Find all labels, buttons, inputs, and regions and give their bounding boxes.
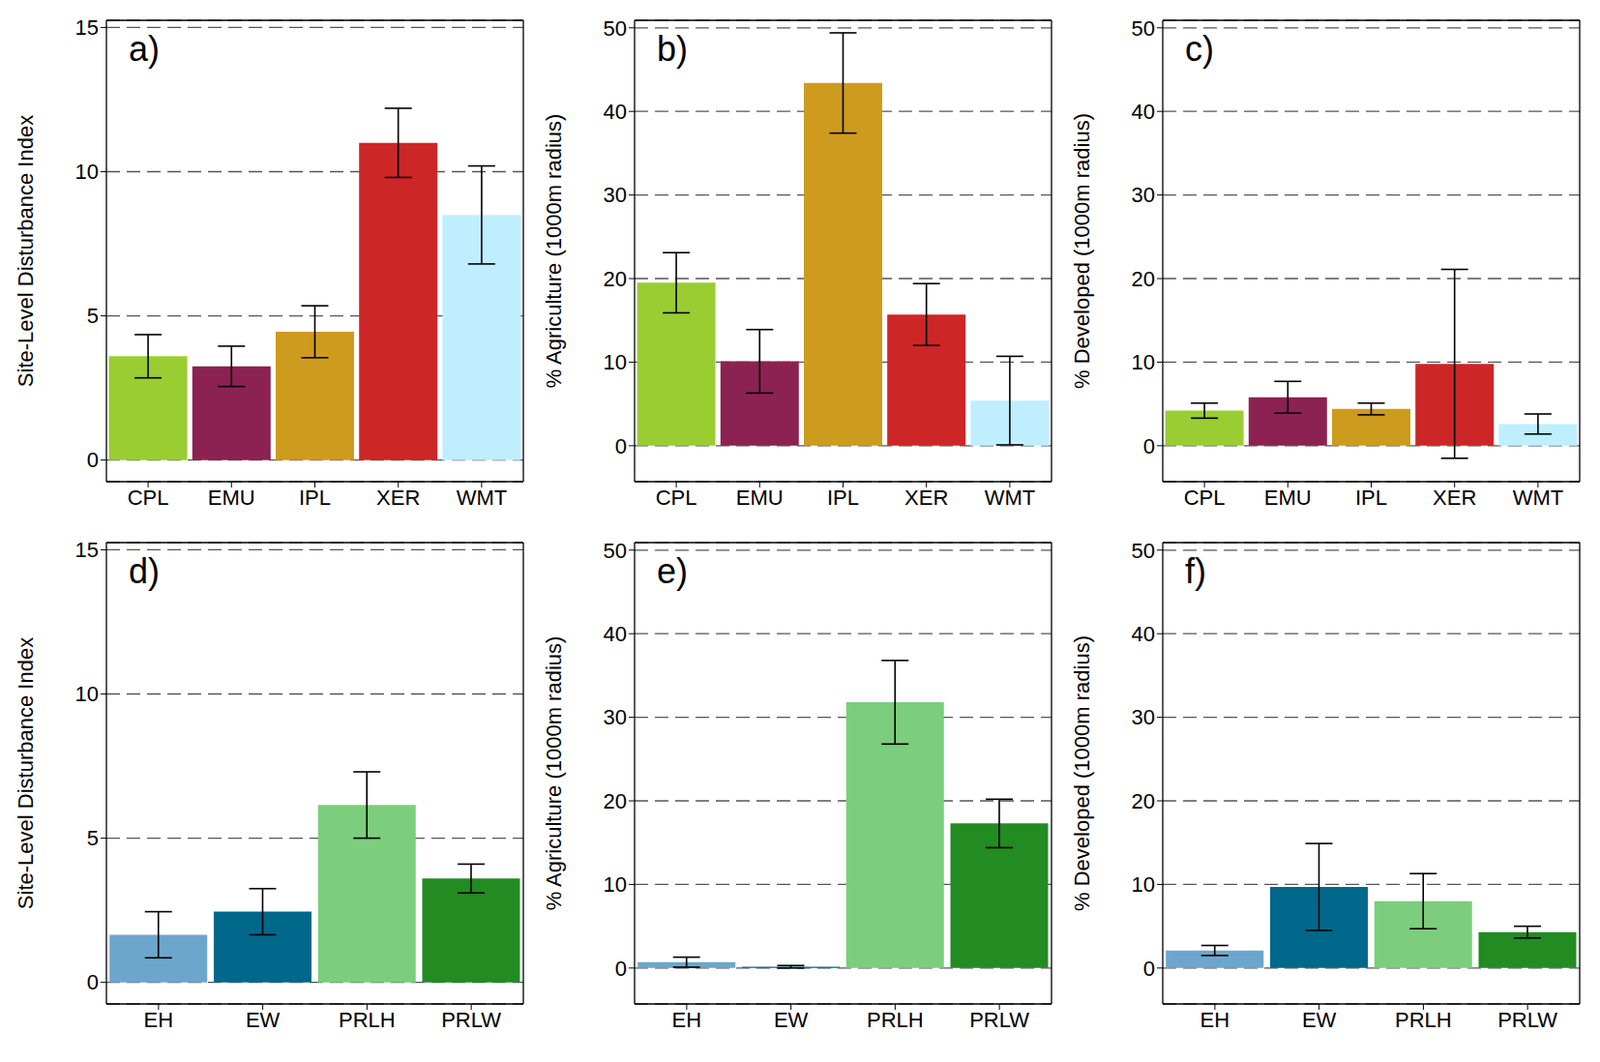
svg-text:0: 0 — [87, 970, 99, 995]
svg-text:EMU: EMU — [207, 485, 256, 510]
svg-text:30: 30 — [1131, 182, 1156, 208]
svg-text:% Agriculture (1000m radius): % Agriculture (1000m radius) — [541, 636, 566, 912]
svg-text:30: 30 — [603, 705, 627, 730]
svg-text:15: 15 — [75, 15, 99, 40]
svg-text:XER: XER — [376, 485, 420, 510]
svg-text:30: 30 — [603, 182, 627, 208]
html-text:f): f) — [1185, 551, 1207, 592]
svg-text:20: 20 — [1131, 266, 1156, 292]
svg-text:0: 0 — [87, 447, 99, 473]
svg-text:PRLH: PRLH — [338, 1007, 396, 1033]
svg-text:% Agriculture (1000m radius): % Agriculture (1000m radius) — [541, 114, 566, 389]
svg-text:40: 40 — [603, 622, 627, 647]
svg-text:50: 50 — [1131, 538, 1156, 563]
svg-text:WMT: WMT — [1512, 485, 1565, 510]
svg-text:20: 20 — [603, 789, 627, 814]
svg-text:EW: EW — [245, 1007, 281, 1033]
svg-text:IPL: IPL — [1355, 485, 1388, 510]
html-text:c): c) — [1185, 29, 1215, 69]
svg-text:CPL: CPL — [1184, 485, 1226, 510]
svg-text:10: 10 — [75, 681, 99, 707]
svg-text:XER: XER — [904, 485, 949, 510]
svg-text:0: 0 — [1143, 434, 1156, 459]
svg-text:40: 40 — [603, 99, 627, 124]
svg-text:PRLW: PRLW — [1497, 1007, 1558, 1033]
html-text:e): e) — [656, 551, 688, 592]
svg-text:20: 20 — [1131, 789, 1156, 814]
svg-text:IPL: IPL — [827, 485, 860, 510]
svg-text:20: 20 — [603, 266, 627, 292]
svg-text:40: 40 — [1131, 99, 1156, 124]
svg-text:EH: EH — [144, 1007, 175, 1033]
svg-text:5: 5 — [87, 826, 99, 851]
svg-text:WMT: WMT — [456, 485, 508, 510]
html-text:b): b) — [656, 29, 688, 69]
svg-text:10: 10 — [603, 872, 627, 897]
svg-text:50: 50 — [603, 538, 627, 563]
svg-text:Site-Level Disturbance Index: Site-Level Disturbance Index — [13, 637, 38, 910]
svg-text:% Developed (1000m radius): % Developed (1000m radius) — [1069, 113, 1095, 389]
svg-text:50: 50 — [1131, 16, 1156, 41]
svg-text:10: 10 — [603, 350, 627, 375]
svg-text:XER: XER — [1432, 485, 1477, 510]
svg-text:0: 0 — [615, 434, 627, 459]
svg-text:PRLW: PRLW — [969, 1007, 1030, 1033]
svg-text:Site-Level Disturbance Index: Site-Level Disturbance Index — [13, 115, 38, 387]
svg-text:EMU: EMU — [1264, 485, 1312, 510]
svg-text:0: 0 — [1143, 956, 1156, 981]
html-text:d): d) — [128, 551, 160, 592]
svg-text:10: 10 — [75, 159, 99, 184]
svg-text:% Developed (1000m radius): % Developed (1000m radius) — [1069, 635, 1095, 912]
svg-text:PRLW: PRLW — [441, 1007, 502, 1033]
html-text:a): a) — [128, 29, 160, 69]
svg-text:50: 50 — [603, 16, 627, 41]
svg-text:15: 15 — [75, 537, 99, 563]
svg-text:PRLH: PRLH — [1394, 1007, 1452, 1033]
svg-text:40: 40 — [1131, 622, 1156, 647]
svg-text:0: 0 — [615, 956, 627, 981]
svg-text:EH: EH — [672, 1007, 703, 1033]
svg-text:EW: EW — [773, 1007, 809, 1033]
svg-text:WMT: WMT — [984, 485, 1037, 510]
svg-text:10: 10 — [1131, 350, 1156, 375]
svg-text:CPL: CPL — [127, 485, 170, 510]
svg-text:5: 5 — [87, 303, 99, 328]
svg-text:EH: EH — [1200, 1007, 1231, 1033]
svg-text:EMU: EMU — [736, 485, 784, 510]
svg-text:EW: EW — [1302, 1007, 1337, 1033]
svg-text:10: 10 — [1131, 872, 1156, 897]
svg-text:PRLH: PRLH — [866, 1007, 924, 1033]
svg-text:30: 30 — [1131, 705, 1156, 730]
svg-text:IPL: IPL — [298, 485, 331, 510]
svg-text:CPL: CPL — [655, 485, 698, 510]
